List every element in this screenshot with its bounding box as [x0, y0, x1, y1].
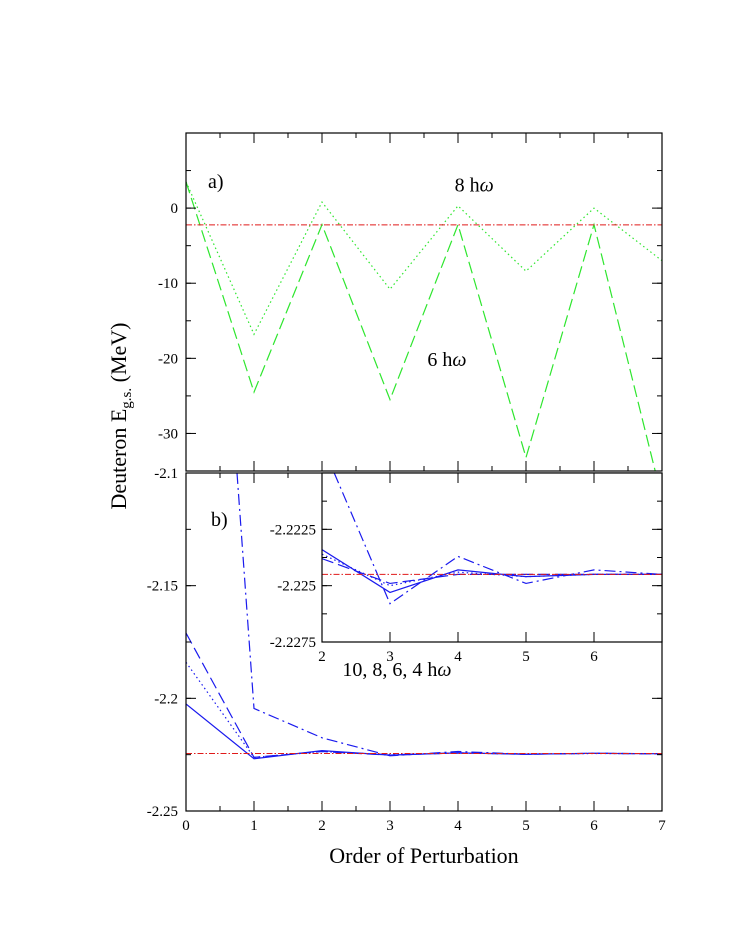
y-tick-label: -20 [158, 351, 178, 367]
y-tick-label: -2.1 [154, 466, 178, 482]
panel-2-series-line-3 [333, 473, 662, 605]
y-tick-label: -2.2225 [270, 522, 316, 538]
x-tick-label: 0 [182, 818, 190, 834]
annotation-omega: ω [452, 349, 466, 371]
x-tick-label: 5 [522, 818, 530, 834]
x-tick-label: 6 [590, 649, 598, 665]
panel-0-series-line-1 [186, 181, 656, 471]
y-axis-title-main: Deuteron E [106, 409, 131, 510]
panel-a: 0 -10 -20 -30 a) [158, 132, 663, 472]
x-tick-label: 1 [250, 818, 258, 834]
y-tick-label: -2.15 [147, 579, 178, 595]
panel-0-annotation: 8 hω [455, 175, 494, 197]
y-tick-label: -2.2 [154, 691, 178, 707]
x-tick-label: 3 [386, 818, 394, 834]
y-tick-label: 0 [171, 201, 179, 217]
panel-1-annotation: 10, 8, 6, 4 hω [342, 659, 451, 681]
panel-a-frame [185, 132, 663, 472]
panel-a-ticks: 0 -10 -20 -30 [158, 132, 663, 472]
x-tick-label: 3 [386, 649, 394, 665]
annotation-text: 6 h [427, 349, 452, 371]
inset-series [322, 473, 662, 605]
y-axis-title: Deuteron Eg.s. (MeV) [106, 322, 135, 509]
annotation-text: 8 h [455, 175, 480, 197]
y-tick-label: -2.225 [277, 579, 316, 595]
x-tick-label: 4 [454, 818, 462, 834]
annotation-omega: ω [480, 175, 494, 197]
inset-frame [321, 472, 663, 643]
x-tick-label: 6 [590, 818, 598, 834]
x-tick-label: 5 [522, 649, 530, 665]
x-axis-title: Order of Perturbation [329, 843, 518, 868]
x-tick-label: 2 [318, 818, 326, 834]
panel-b-label: b) [211, 509, 228, 531]
y-tick-label: -2.2275 [270, 635, 316, 651]
inset-fill [322, 473, 662, 642]
x-tick-label: 2 [318, 649, 326, 665]
y-axis-title-unit: (MeV) [106, 322, 131, 387]
x-tick-label: 7 [658, 818, 666, 834]
panel-0-annotation: 6 hω [427, 349, 466, 371]
annotation-text: 10, 8, 6, 4 h [342, 659, 437, 681]
panel-2-series-line-0 [322, 549, 662, 594]
panel-b-series [186, 473, 662, 760]
y-tick-label: -30 [158, 426, 178, 442]
annotation-omega: ω [437, 659, 451, 681]
y-tick-label: -2.25 [147, 804, 178, 820]
y-axis-title-subscript: g.s. [119, 388, 135, 409]
panel-a-label: a) [208, 171, 224, 193]
panel-1-series-line-0 [186, 703, 662, 760]
panel-a-series [186, 181, 662, 471]
y-tick-label: -10 [158, 276, 178, 292]
x-tick-label: 4 [454, 649, 462, 665]
